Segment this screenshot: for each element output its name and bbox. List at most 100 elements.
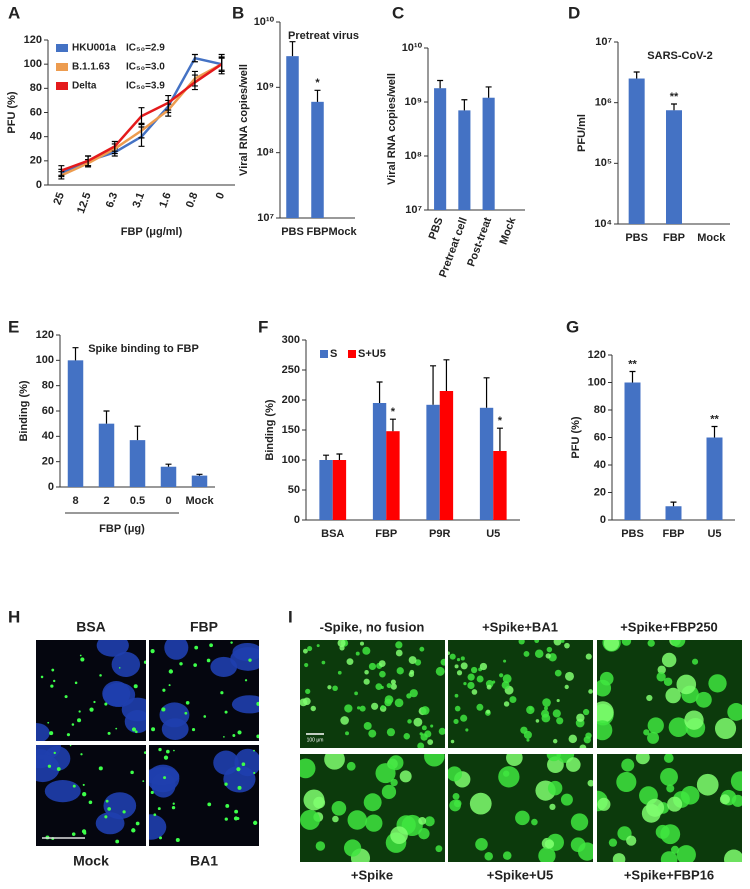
- green-cell: [528, 706, 533, 711]
- legend-label: HKU001a: [72, 43, 116, 54]
- green-cell: [560, 793, 573, 806]
- green-cell: [368, 729, 377, 738]
- green-cell: [667, 796, 683, 812]
- green-cell: [343, 839, 362, 857]
- error-bar: [72, 347, 79, 361]
- green-dot: [93, 700, 96, 704]
- y-tick-label: 10⁴: [594, 218, 612, 230]
- panel-label: D: [568, 3, 580, 22]
- green-cell: [469, 792, 492, 815]
- green-cell: [375, 683, 383, 691]
- y-tick-label: 10⁸: [257, 147, 274, 159]
- green-dot: [50, 684, 54, 688]
- green-cell: [371, 702, 379, 710]
- green-cell: [585, 732, 592, 739]
- y-axis-label: Viral RNA copies/well: [386, 73, 398, 185]
- green-cell: [668, 717, 689, 738]
- error-bar: [191, 74, 198, 91]
- legend-annotation: IC₅₀=3.9: [126, 81, 165, 92]
- chart-title: Pretreat virus: [288, 30, 359, 42]
- green-cell: [424, 816, 435, 827]
- green-cell: [407, 719, 412, 724]
- green-cell: [417, 742, 425, 748]
- green-dot: [159, 836, 163, 840]
- green-cell: [390, 683, 397, 690]
- error-bar: [314, 89, 321, 102]
- y-tick-label: 10⁷: [257, 212, 274, 224]
- x-tick-label: 6.3: [104, 191, 121, 209]
- x-tick-label: FBP: [307, 226, 329, 238]
- panel-label: I: [288, 607, 293, 626]
- green-cell: [597, 701, 614, 723]
- error-bar: [461, 99, 468, 111]
- x-tick-label: 1.6: [157, 191, 174, 209]
- error-bar: [711, 425, 718, 438]
- green-dot: [256, 701, 259, 706]
- green-dot: [203, 715, 207, 718]
- green-cell: [546, 646, 553, 653]
- bar: [706, 437, 723, 520]
- error-bar: [485, 86, 492, 98]
- green-dot: [232, 734, 236, 737]
- green-cell: [588, 689, 593, 694]
- green-cell: [552, 709, 561, 718]
- x-tick-label: FBP: [663, 232, 685, 244]
- green-dot: [49, 731, 54, 736]
- green-cell: [579, 744, 587, 748]
- error-bar: [430, 365, 437, 405]
- green-cell: [492, 680, 496, 684]
- green-cell: [300, 809, 320, 830]
- error-bar: [483, 377, 490, 408]
- green-cell: [460, 714, 468, 722]
- green-dot: [51, 668, 55, 672]
- green-cell: [452, 792, 460, 800]
- green-cell: [646, 798, 665, 817]
- chart-title: Spike binding to FBP: [88, 343, 199, 355]
- green-cell: [362, 646, 371, 655]
- green-cell: [448, 766, 462, 782]
- green-dot: [207, 802, 212, 807]
- green-cell: [359, 641, 365, 646]
- y-tick-label: 40: [594, 459, 606, 471]
- green-cell: [440, 658, 445, 666]
- y-tick-label: 300: [282, 334, 300, 346]
- green-cell: [315, 841, 326, 851]
- green-cell: [612, 853, 626, 862]
- micrograph: [597, 754, 742, 862]
- green-dot: [80, 753, 83, 756]
- bar: [665, 506, 682, 520]
- bar: [386, 431, 400, 520]
- nucleus: [231, 695, 259, 714]
- y-tick-label: 150: [282, 424, 300, 436]
- green-cell: [660, 767, 678, 786]
- green-cell: [395, 641, 403, 649]
- y-tick-label: 20: [594, 486, 606, 498]
- green-dot: [98, 766, 103, 771]
- green-dot: [82, 792, 87, 797]
- bar: [372, 403, 387, 520]
- green-cell: [647, 640, 655, 647]
- y-tick-label: 100: [282, 454, 300, 466]
- nucleus: [234, 748, 259, 777]
- green-dot: [107, 731, 111, 735]
- bar: [311, 101, 324, 218]
- y-tick-label: 10⁹: [257, 81, 274, 93]
- green-cell: [403, 732, 411, 740]
- legend-label: S+U5: [358, 348, 386, 360]
- y-tick-label: 100: [588, 376, 606, 388]
- green-cell: [409, 689, 418, 698]
- micrograph-bg: [448, 640, 593, 748]
- nucleus: [111, 651, 141, 677]
- y-tick-label: 80: [30, 82, 42, 94]
- green-cell: [502, 851, 512, 860]
- green-dot: [71, 723, 75, 726]
- green-cell: [453, 799, 462, 808]
- bar: [479, 407, 494, 520]
- error-bar: [496, 427, 503, 451]
- x-tick-label: 0: [165, 495, 171, 507]
- green-dot: [40, 675, 44, 679]
- green-dot: [104, 815, 108, 819]
- green-cell: [409, 669, 415, 675]
- image-label: FBP: [190, 619, 218, 635]
